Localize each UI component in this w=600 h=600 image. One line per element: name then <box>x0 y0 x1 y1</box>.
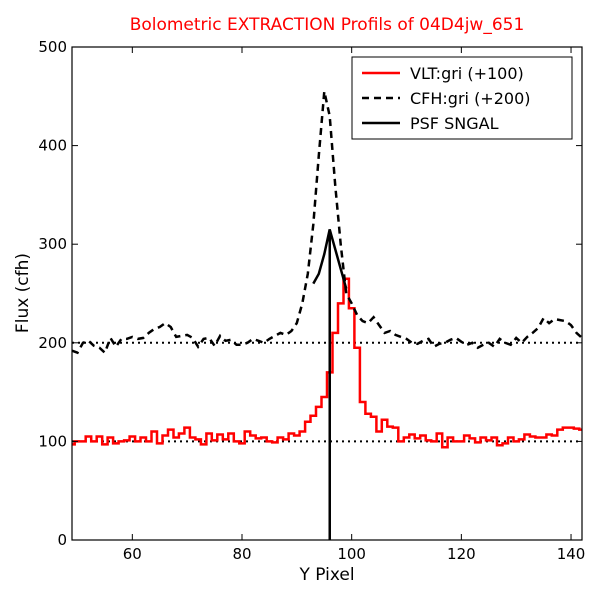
series-line-vlt-gri-100 <box>72 277 582 449</box>
axes-frame <box>71 46 583 541</box>
x-tick-label-120: 120 <box>447 545 476 563</box>
x-tick-label-140: 140 <box>557 545 586 563</box>
x-tick-label-60: 60 <box>123 545 142 563</box>
series-line-cfh-gri-200 <box>72 91 582 355</box>
x-axis-label: Y Pixel <box>298 565 354 585</box>
y-axis-label: Flux (cfh) <box>13 253 33 333</box>
y-tick-label-500: 500 <box>38 38 67 56</box>
plot-area: 60 80 100 120 140 0 100 200 300 400 500 VLT:gri (+1… <box>38 38 585 563</box>
legend-label-vlt-gri-100: VLT:gri (+100) <box>410 64 524 83</box>
legend-label-cfh-gri-200: CFH:gri (+200) <box>410 89 531 108</box>
data-layer <box>72 91 582 540</box>
y-tick-label-300: 300 <box>38 235 67 253</box>
series-line-psf-sngal <box>312 229 348 289</box>
legend: VLT:gri (+100) CFH:gri (+200) PSF SNGAL <box>351 56 573 140</box>
chart-title: Bolometric EXTRACTION Profils of 04D4jw_… <box>130 15 525 35</box>
x-tick-label-100: 100 <box>337 545 366 563</box>
x-tick-label-80: 80 <box>232 545 251 563</box>
y-tick-label-200: 200 <box>38 334 67 352</box>
y-tick-label-400: 400 <box>38 137 67 155</box>
y-tick-label-0: 0 <box>57 531 67 549</box>
legend-label-psf-sngal: PSF SNGAL <box>410 114 499 133</box>
y-tick-label-100: 100 <box>38 432 67 450</box>
